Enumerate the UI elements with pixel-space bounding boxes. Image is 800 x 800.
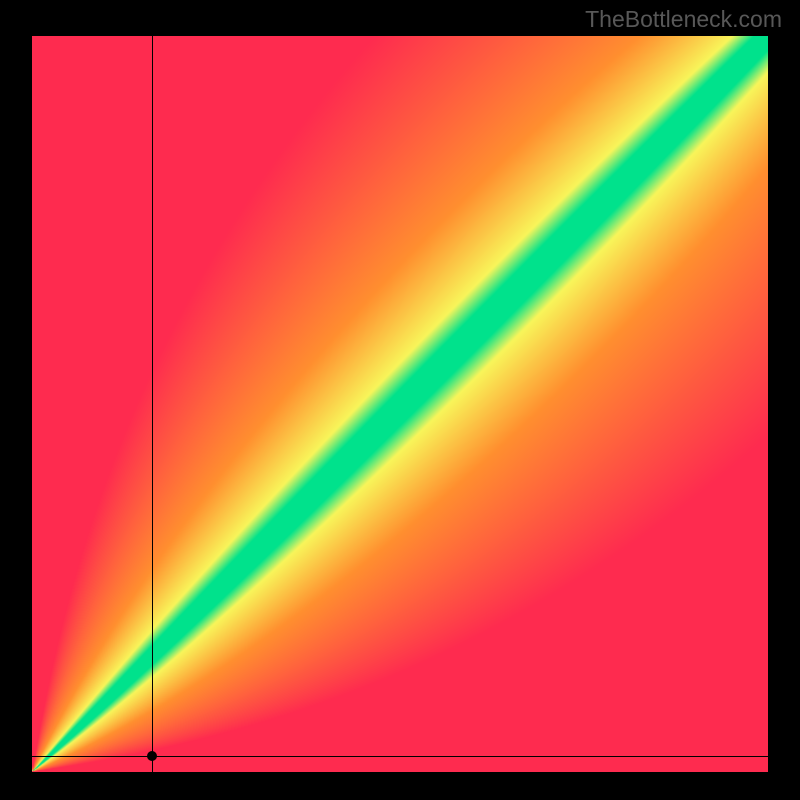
heatmap-canvas [32, 36, 768, 772]
heatmap-plot [32, 36, 768, 772]
crosshair-horizontal [32, 756, 768, 757]
watermark-text: TheBottleneck.com [585, 6, 782, 33]
crosshair-vertical [152, 36, 153, 772]
crosshair-marker-dot [147, 751, 157, 761]
